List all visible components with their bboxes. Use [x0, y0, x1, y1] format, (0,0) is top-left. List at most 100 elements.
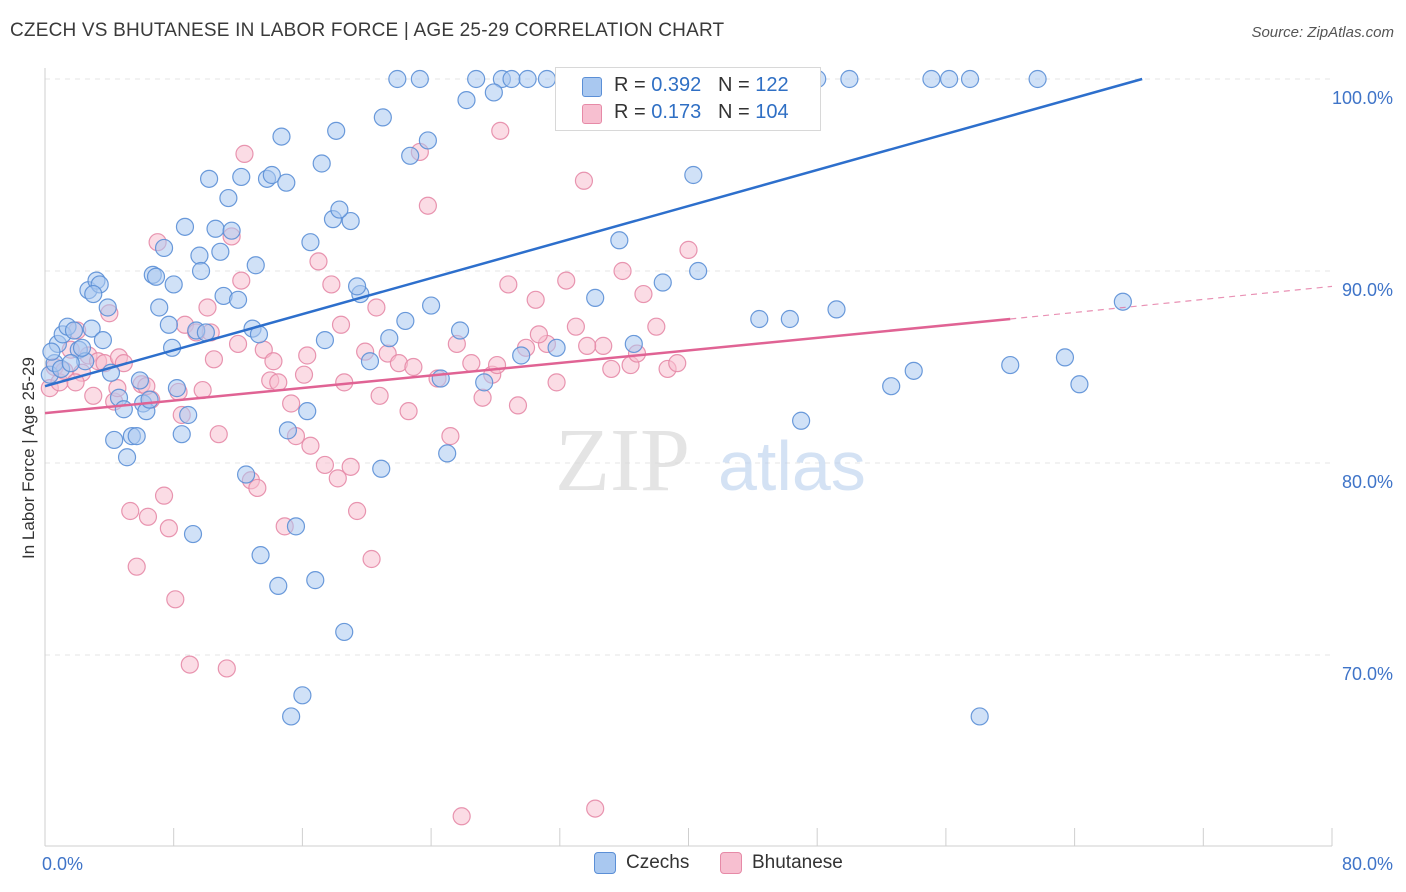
czechs-swatch	[582, 77, 602, 97]
bhutanese-point	[166, 590, 185, 609]
czech-point	[1028, 69, 1047, 89]
bhutanese-trend-line	[44, 317, 1011, 415]
czech-point	[484, 83, 503, 102]
bhutanese-point	[322, 275, 341, 294]
czech-point	[396, 311, 415, 331]
czech-point	[547, 338, 566, 357]
bhutanese-point	[235, 144, 254, 163]
y-tick-label: 70.0%	[1342, 664, 1393, 684]
czech-point	[347, 277, 367, 296]
czech-point	[360, 352, 380, 371]
bhutanese-point	[301, 436, 320, 455]
bhutanese-r-value: 0.173	[651, 101, 702, 123]
bhutanese-point	[341, 457, 360, 476]
bhutanese-point	[127, 557, 146, 576]
czech-point	[172, 425, 191, 444]
czech-point	[199, 169, 219, 188]
bhutanese-point	[362, 549, 381, 569]
czech-trend-line	[44, 77, 1143, 388]
bhutanese-point	[347, 501, 367, 521]
czech-point	[293, 686, 312, 705]
bhutanese-point	[315, 455, 335, 475]
bhutanese-point	[228, 334, 248, 354]
czech-point	[388, 69, 407, 89]
czech-point	[827, 300, 846, 319]
n-label: N =	[718, 74, 750, 96]
bhutanese-point	[370, 386, 389, 405]
czech-point	[150, 298, 169, 317]
bhutanese-trend-extension	[1010, 285, 1333, 320]
czech-point	[277, 173, 296, 192]
bhutanese-point	[232, 271, 251, 290]
bhutanese-point	[204, 350, 224, 369]
czech-point	[272, 127, 291, 146]
czech-point	[246, 256, 265, 275]
czech-point	[179, 405, 198, 425]
watermark: ZIP atlas	[555, 411, 866, 510]
bhutanese-point	[634, 284, 653, 304]
czech-point	[130, 371, 150, 390]
czech-point	[450, 321, 470, 340]
czech-point	[960, 69, 980, 89]
bhutanese-point	[487, 355, 507, 375]
czech-point	[206, 219, 225, 238]
bhutanese-point	[248, 478, 267, 498]
czech-point	[512, 346, 531, 365]
bhutanese-point	[121, 501, 140, 521]
czech-point	[175, 217, 195, 236]
bhutanese-point	[159, 519, 178, 538]
bhutanese-point	[574, 171, 594, 190]
bhutanese-point	[294, 365, 314, 384]
czech-point	[418, 131, 437, 150]
czech-point	[301, 233, 320, 252]
czech-point	[431, 369, 450, 388]
czech-point	[298, 402, 317, 421]
czech-point	[146, 267, 166, 286]
bhutanese-point	[499, 275, 518, 294]
czech-point	[286, 517, 306, 536]
czech-point	[970, 707, 989, 726]
bhutanese-point	[180, 655, 199, 674]
czech-point	[236, 465, 256, 484]
czech-point	[164, 275, 183, 294]
czech-point	[1070, 375, 1089, 394]
czech-point	[882, 377, 901, 396]
czech-point	[159, 315, 178, 334]
bhutanese-point	[508, 396, 528, 415]
czech-point	[232, 167, 251, 187]
bhutanese-point	[84, 386, 103, 405]
czech-point	[1001, 355, 1020, 375]
czech-point	[518, 69, 537, 89]
czech-point	[1113, 292, 1132, 311]
czech-point	[42, 342, 61, 361]
bhutanese-point	[668, 354, 687, 373]
czech-point	[586, 288, 605, 307]
czech-point	[475, 373, 494, 392]
bhutanese-legend-swatch	[720, 852, 742, 874]
bhutanese-point	[602, 359, 621, 379]
r-label: R =	[614, 74, 646, 96]
czechs-legend-label: Czechs	[626, 852, 690, 873]
czech-point	[537, 69, 557, 89]
bhutanese-point	[209, 425, 228, 444]
czech-point	[904, 361, 923, 380]
czech-point	[373, 108, 392, 127]
czech-point	[61, 354, 80, 373]
bhutanese-point	[647, 317, 666, 336]
bhutanese-point	[298, 346, 317, 365]
czech-point	[282, 707, 301, 726]
czech-point	[167, 379, 187, 398]
czech-point	[191, 261, 211, 281]
y-tick-labels: 70.0% 80.0% 90.0% 100.0%	[1332, 88, 1393, 684]
bhutanese-point	[331, 315, 351, 334]
bhutanese-point	[594, 336, 613, 355]
czech-point	[72, 338, 92, 357]
czech-point	[380, 329, 399, 348]
x-tick-label-max: 80.0%	[1342, 854, 1393, 874]
czech-point	[269, 576, 288, 595]
bhutanese-point	[473, 388, 492, 407]
czech-point	[750, 309, 769, 329]
bhutanese-point	[269, 373, 288, 392]
czech-point	[610, 231, 629, 250]
czech-point	[840, 69, 859, 89]
